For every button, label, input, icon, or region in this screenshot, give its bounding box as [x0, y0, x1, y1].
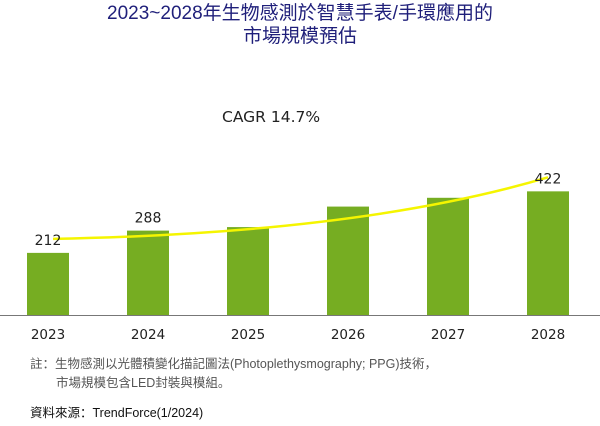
footnote-line1: 註：生物感測以光體積變化描記圖法(Photoplethysmography; P…	[30, 357, 438, 371]
x-tick-label-2023: 2023	[31, 327, 65, 343]
cagr-trend-line	[52, 176, 549, 241]
cagr-annotation: CAGR 14.7%	[222, 108, 320, 126]
chart-title-line1: 2023~2028年生物感測於智慧手表/手環應用的	[107, 3, 493, 24]
data-label-2028: 422	[535, 171, 562, 187]
bar-2028	[527, 191, 569, 315]
x-tick-label-2025: 2025	[231, 327, 265, 343]
footnote-line2: 市場規模包含LED封裝與模組。	[56, 376, 231, 390]
data-label-2024: 288	[135, 211, 162, 227]
data-label-2023: 212	[35, 233, 62, 249]
x-tick-label-2028: 2028	[531, 327, 565, 343]
bar-2026	[327, 206, 369, 315]
bar-2027	[427, 197, 469, 315]
bar-2024	[127, 230, 169, 315]
x-tick-label-2026: 2026	[331, 327, 365, 343]
bar-2025	[227, 227, 269, 315]
footnote: 註：生物感測以光體積變化描記圖法(Photoplethysmography; P…	[30, 355, 437, 393]
x-tick-label-2027: 2027	[431, 327, 465, 343]
chart-title: 2023~2028年生物感測於智慧手表/手環應用的 市場規模預估	[0, 2, 600, 48]
chart-title-line2: 市場規模預估	[242, 26, 357, 47]
source-credit: 資料來源：TrendForce(1/2024)	[30, 406, 204, 420]
bar-chart: 212 288 422 2023 2024 2025 2026 2027 2028 CAGR …	[0, 108, 600, 343]
bar-2023	[27, 252, 69, 315]
x-tick-label-2024: 2024	[131, 327, 165, 343]
